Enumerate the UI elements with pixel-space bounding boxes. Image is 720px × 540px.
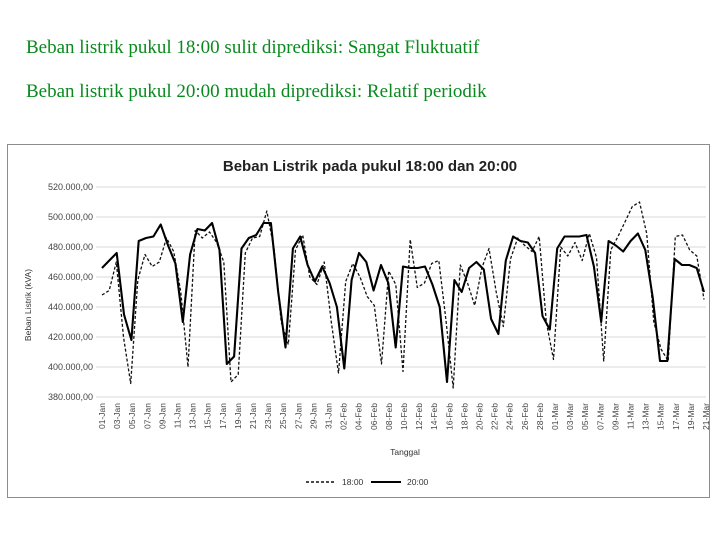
x-tick-label: 17-Mar	[671, 403, 681, 430]
x-tick-label: 16-Feb	[444, 403, 454, 430]
x-tick-label: 08-Feb	[384, 403, 394, 430]
x-tick-label: 09-Jan	[157, 403, 167, 429]
x-tick-label: 14-Feb	[429, 403, 439, 430]
x-tick-label: 01-Jan	[97, 403, 107, 429]
x-tick-label: 07-Mar	[595, 403, 605, 430]
legend-label-18: 18:00	[342, 477, 364, 487]
y-axis-label: Beban Listrik (kVA)	[23, 269, 33, 341]
x-tick-label: 04-Feb	[354, 403, 364, 430]
x-tick-label: 07-Jan	[142, 403, 152, 429]
y-tick-label: 440.000,00	[48, 302, 93, 312]
x-tick-label: 15-Mar	[656, 403, 666, 430]
chart-frame: Beban Listrik pada pukul 18:00 dan 20:00…	[7, 144, 710, 498]
x-tick-label: 21-Jan	[248, 403, 258, 429]
y-tick-label: 380.000,00	[48, 392, 93, 402]
x-tick-label: 18-Feb	[459, 403, 469, 430]
y-tick-label: 480.000,00	[48, 242, 93, 252]
x-tick-label: 29-Jan	[308, 403, 318, 429]
series-layer	[101, 201, 706, 389]
x-tick-label: 25-Jan	[278, 403, 288, 429]
x-tick-labels: 01-Jan 03-Jan 05-Jan 07-Jan 09-Jan 11-Jan 13-J…	[97, 403, 709, 430]
x-tick-label: 24-Feb	[505, 403, 515, 430]
chart-title: Beban Listrik pada pukul 18:00 dan 20:00	[223, 158, 517, 175]
y-tick-label: 400.000,00	[48, 362, 93, 372]
y-tick-label: 520.000,00	[48, 182, 93, 192]
x-tick-label: 09-Mar	[610, 403, 620, 430]
x-tick-label: 10-Feb	[399, 403, 409, 430]
x-tick-label: 11-Mar	[626, 403, 636, 429]
x-tick-label: 27-Jan	[293, 403, 303, 429]
x-tick-label: 15-Jan	[203, 403, 213, 429]
legend-label-20: 20:00	[407, 477, 429, 487]
slide-text-line-1: Beban listrik pukul 18:00 sulit dipredik…	[26, 37, 480, 58]
y-tick-labels: 380.000,00 400.000,00 420.000,00 440.000,00…	[48, 182, 93, 402]
x-tick-label: 19-Mar	[686, 403, 696, 430]
x-tick-label: 23-Jan	[263, 403, 273, 429]
y-tick-label: 500.000,00	[48, 212, 93, 222]
x-tick-label: 13-Mar	[641, 403, 651, 430]
slide-text-line-2: Beban listrik pukul 20:00 mudah dipredik…	[26, 81, 487, 102]
x-tick-label: 03-Jan	[112, 403, 122, 429]
x-tick-label: 12-Feb	[414, 403, 424, 430]
y-tick-label: 460.000,00	[48, 272, 93, 282]
x-tick-label: 11-Jan	[173, 403, 183, 429]
series-line-2000	[101, 221, 706, 384]
x-tick-label: 22-Feb	[490, 403, 500, 430]
x-tick-label: 19-Jan	[233, 403, 243, 429]
x-tick-label: 26-Feb	[520, 403, 530, 430]
x-tick-label: 17-Jan	[218, 403, 228, 429]
x-tick-label: 21-Mar	[701, 403, 709, 430]
x-tick-label: 02-Feb	[339, 403, 349, 430]
y-tick-label: 420.000,00	[48, 332, 93, 342]
x-tick-label: 28-Feb	[535, 403, 545, 430]
x-tick-label: 01-Mar	[550, 403, 560, 430]
x-tick-label: 13-Jan	[188, 403, 198, 429]
x-axis-label: Tanggal	[390, 447, 420, 457]
x-tick-label: 03-Mar	[565, 403, 575, 430]
legend: 18:00 20:00	[306, 477, 429, 487]
line-chart: Beban Listrik pada pukul 18:00 dan 20:00…	[23, 158, 709, 487]
x-tick-label: 06-Feb	[369, 403, 379, 430]
x-tick-label: 05-Mar	[580, 403, 590, 430]
x-tick-label: 05-Jan	[127, 403, 137, 429]
series-line-1800	[101, 201, 705, 389]
x-tick-label: 20-Feb	[475, 403, 485, 430]
x-tick-label: 31-Jan	[324, 403, 334, 429]
